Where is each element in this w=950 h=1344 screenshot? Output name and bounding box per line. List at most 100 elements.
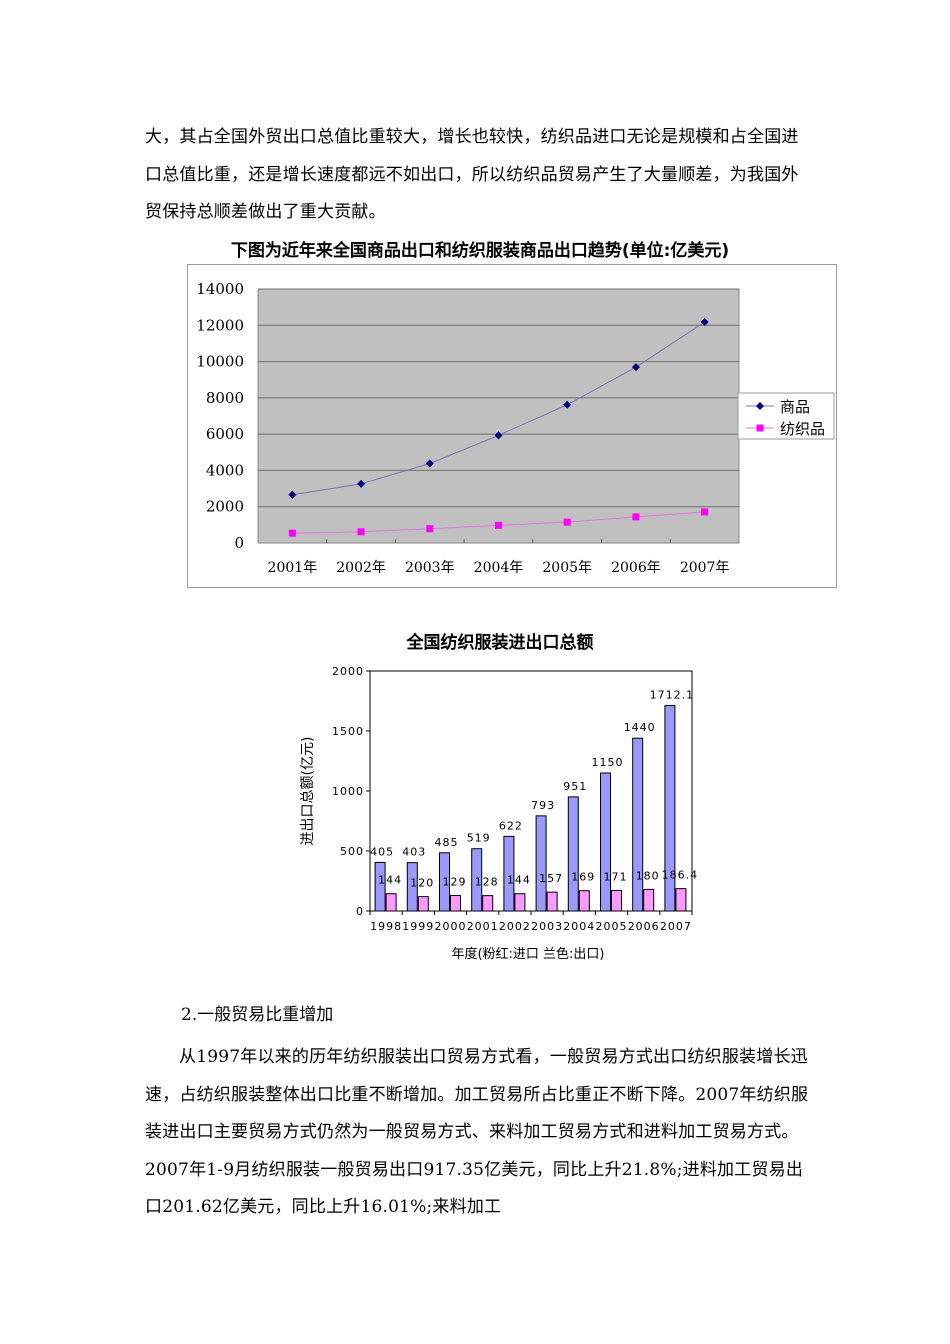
export-bar — [439, 852, 450, 912]
line-chart-caption: 下图为近年来全国商品出口和纺织服装商品出口趋势(单位:亿美元) — [230, 241, 730, 261]
export-value-label: 1150 — [592, 756, 624, 769]
y-tick-label: 14000 — [196, 280, 244, 298]
import-bar — [514, 893, 526, 912]
x-tick-label: 2006年 — [611, 560, 661, 576]
intro-paragraph: 大，其占全国外贸出口总值比重较大，增长也较快，纺织品进口无论是规模和占全国进口总… — [145, 127, 799, 222]
export-bar — [471, 848, 483, 912]
import-bar — [643, 888, 655, 912]
export-bar — [503, 835, 515, 912]
import-bar — [578, 890, 590, 912]
square-marker-icon — [426, 525, 434, 533]
import-value-label: 171 — [604, 870, 628, 883]
y-tick-label: 2000 — [206, 498, 244, 516]
diamond-marker-icon — [288, 490, 297, 499]
square-marker-icon — [701, 508, 709, 516]
import-value-label: 120 — [410, 877, 434, 890]
y-tick-label: 0 — [234, 534, 244, 552]
import-value-label: 157 — [539, 872, 563, 885]
export-value-label: 1440 — [624, 721, 656, 734]
y-tick-label: 1000 — [332, 785, 364, 798]
export-value-label: 405 — [370, 845, 394, 858]
square-marker-icon — [756, 424, 764, 432]
x-tick-label: 1999 — [402, 920, 434, 933]
diamond-marker-icon — [357, 479, 366, 488]
x-tick-label: 2003 — [531, 920, 563, 933]
section-heading: 2.一般贸易比重增加 — [181, 1005, 334, 1025]
export-value-label: 403 — [402, 846, 426, 859]
x-tick-label: 1998 — [370, 920, 402, 933]
body-paragraph: 从1997年以来的历年纺织服装出口贸易方式看，一般贸易方式出口纺织服装增长迅速，… — [145, 1047, 809, 1217]
import-bar — [450, 895, 461, 912]
export-value-label: 485 — [435, 836, 459, 849]
y-tick-label: 500 — [340, 845, 364, 858]
square-marker-icon — [563, 518, 571, 526]
export-bar — [664, 705, 676, 912]
legend-label: 商品 — [780, 398, 810, 416]
bar-chart-canvas: 0 500 1000 1500 2000 1998 405 144 1999 403 120 2000… — [300, 665, 699, 962]
y-tick-label: 4000 — [206, 461, 244, 479]
diamond-marker-icon — [563, 400, 572, 409]
export-bar — [600, 772, 611, 912]
x-tick-label: 2004 — [563, 920, 595, 933]
diamond-marker-icon — [425, 459, 434, 468]
export-value-label: 951 — [563, 780, 587, 793]
export-value-label: 793 — [531, 799, 555, 812]
x-axis-label: 年度(粉红:进口 兰色:出口) — [451, 946, 604, 962]
plot-area — [257, 288, 740, 544]
import-bar — [611, 889, 622, 912]
square-marker-icon — [288, 529, 296, 537]
import-value-label: 128 — [475, 876, 499, 889]
import-value-label: 129 — [443, 876, 467, 889]
import-value-label: 144 — [378, 874, 402, 887]
y-tick-label: 6000 — [206, 425, 244, 443]
y-tick-label: 12000 — [196, 316, 244, 334]
bar-chart-title: 全国纺织服装进出口总额 — [406, 633, 594, 653]
y-tick-label: 1500 — [332, 725, 364, 738]
export-value-label: 1712.1 — [650, 689, 695, 702]
export-bar — [567, 796, 579, 912]
diamond-marker-icon — [756, 402, 764, 410]
diamond-marker-icon — [631, 363, 640, 372]
x-tick-label: 2005年 — [542, 560, 592, 576]
square-marker-icon — [632, 513, 640, 521]
x-tick-label: 2003年 — [405, 560, 455, 576]
y-tick-label: 0 — [356, 905, 364, 918]
import-bar — [417, 896, 429, 912]
line-chart-canvas: 0 2000 4000 6000 8000 10000 12000 14000 2001年 200… — [196, 280, 835, 576]
x-tick-label: 2001年 — [268, 560, 318, 576]
import-bar — [482, 895, 494, 912]
y-axis-label: 进出口总额(亿元) — [300, 737, 316, 846]
export-bar — [535, 815, 547, 912]
import-value-label: 169 — [571, 871, 595, 884]
export-bar — [406, 862, 418, 912]
import-value-label: 144 — [507, 874, 531, 887]
legend-box — [737, 392, 835, 440]
x-tick-label: 2006 — [628, 920, 660, 933]
diamond-marker-icon — [494, 431, 503, 440]
x-tick-label: 2001 — [467, 920, 499, 933]
line-chart: 0 2000 4000 6000 8000 10000 12000 14000 2001年 200… — [187, 264, 837, 588]
x-tick-label: 2002年 — [336, 560, 386, 576]
import-bar — [546, 891, 558, 912]
export-bar — [632, 737, 644, 912]
import-value-label: 186.4 — [662, 869, 699, 882]
square-marker-icon — [495, 521, 502, 529]
legend-label: 纺织品 — [780, 420, 825, 438]
y-tick-label: 2000 — [332, 665, 364, 678]
import-value-label: 180 — [636, 869, 660, 882]
x-tick-label: 2002 — [499, 920, 531, 933]
x-tick-label: 2000 — [435, 920, 467, 933]
y-tick-label: 10000 — [196, 353, 244, 371]
x-tick-label: 2007年 — [680, 560, 730, 576]
export-bar — [374, 861, 386, 912]
bar-chart: 0 500 1000 1500 2000 1998 405 144 1999 403 120 2000… — [290, 660, 710, 970]
x-tick-label: 2005 — [596, 920, 628, 933]
export-value-label: 622 — [499, 819, 523, 832]
y-tick-label: 8000 — [206, 389, 244, 407]
import-bar — [385, 893, 397, 912]
x-tick-label: 2004年 — [474, 560, 524, 576]
x-tick-label: 2007 — [660, 920, 692, 933]
diamond-marker-icon — [700, 318, 709, 327]
export-value-label: 519 — [467, 832, 491, 845]
import-bar — [675, 888, 687, 912]
